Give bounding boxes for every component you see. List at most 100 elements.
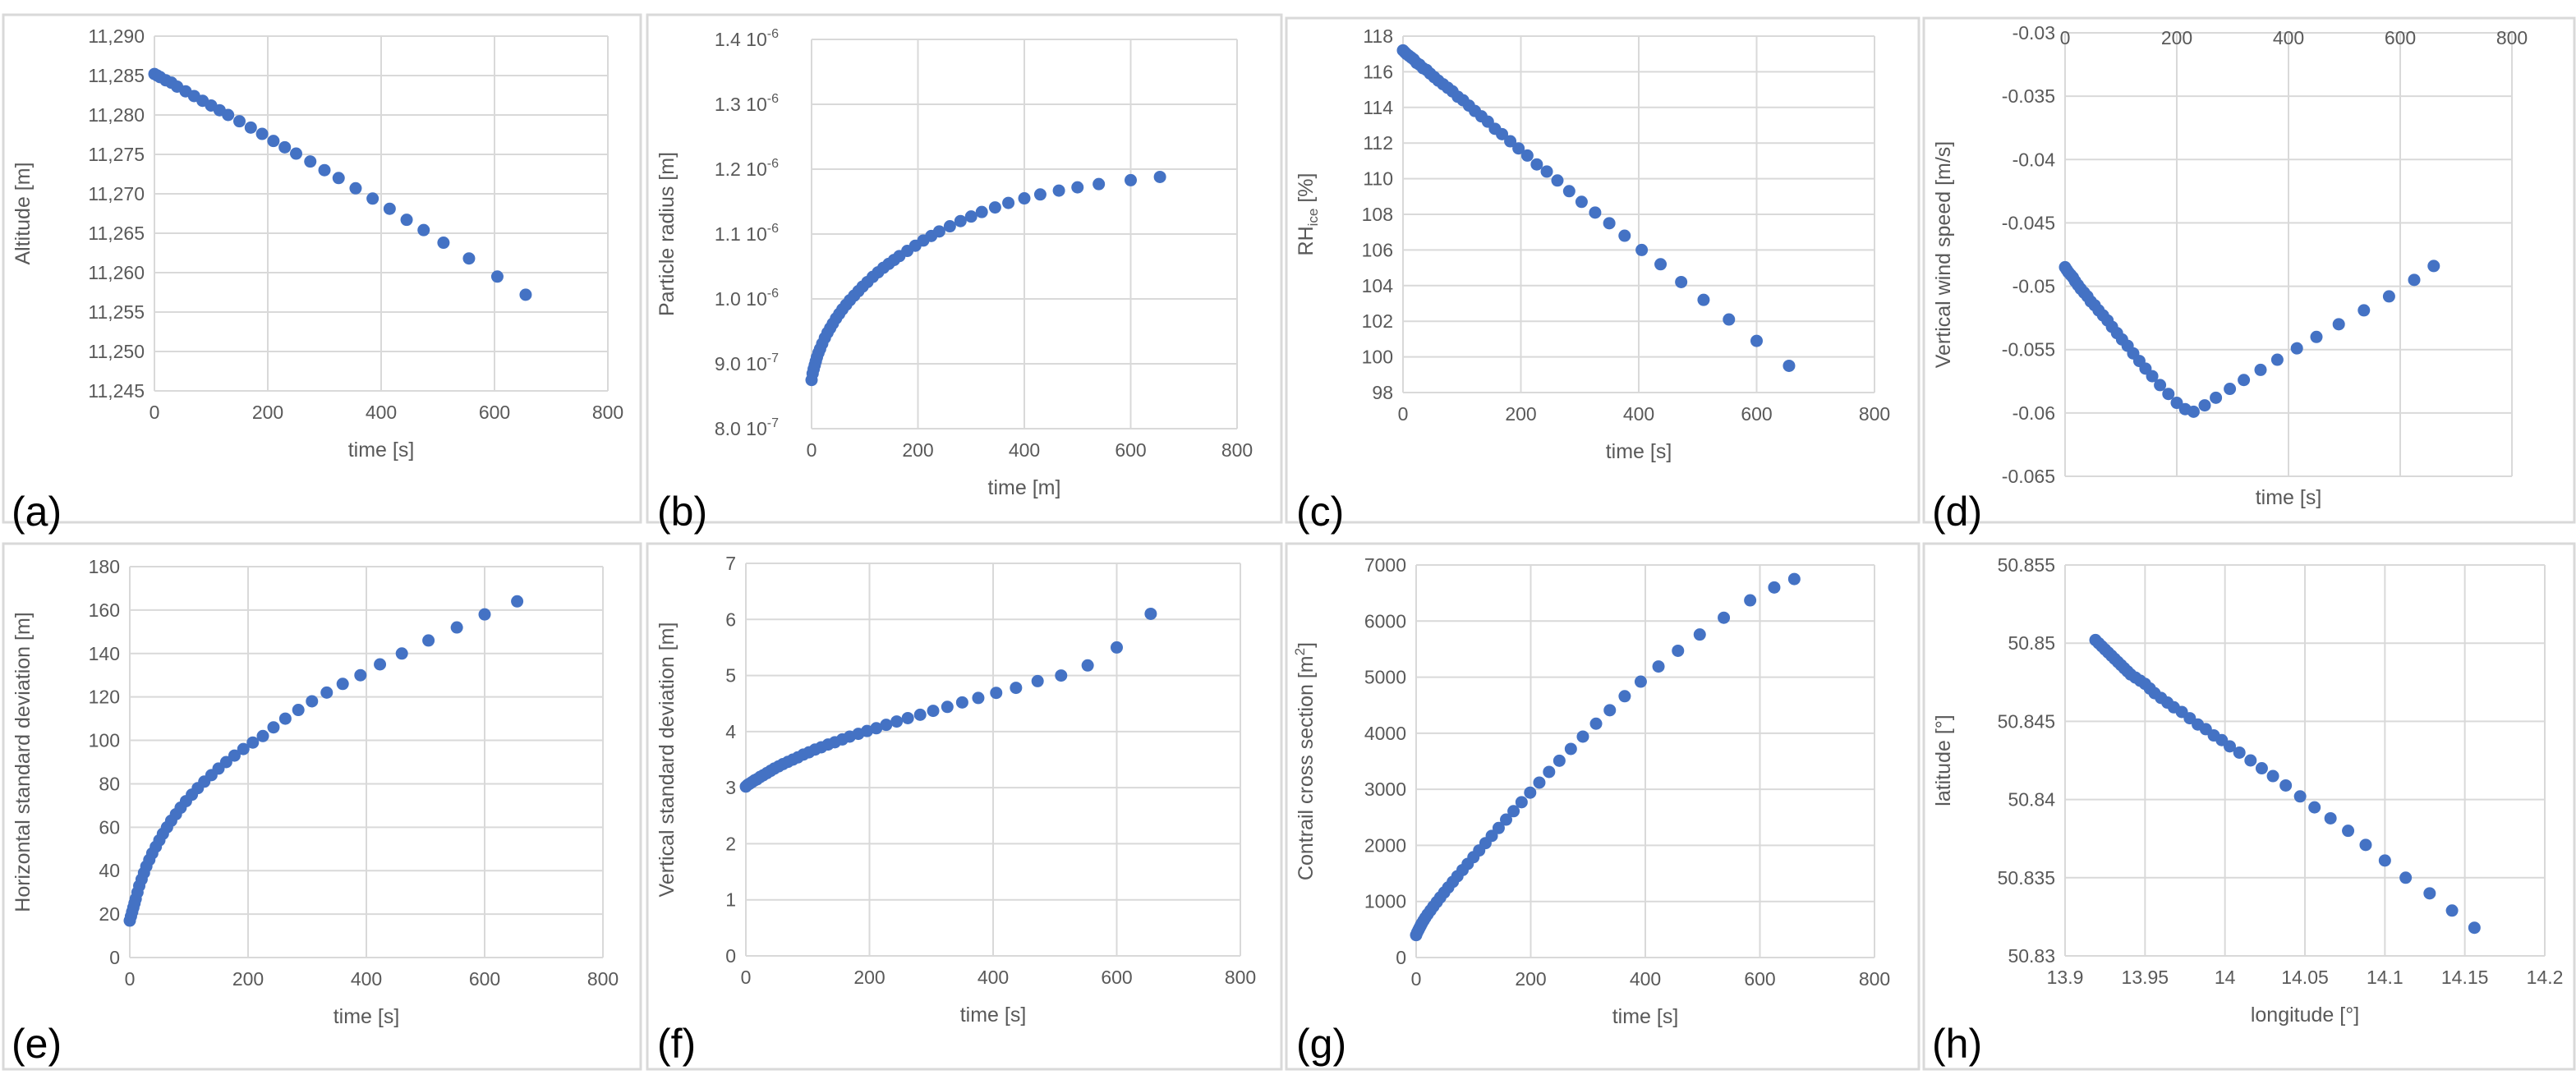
data-point	[1144, 607, 1157, 620]
data-point	[2423, 887, 2436, 900]
data-point	[2224, 740, 2237, 753]
panel-label: (c)	[1296, 489, 1344, 535]
y-axis-title: Vertical standard deviation [m]	[656, 622, 678, 898]
x-tick-label: 800	[1859, 403, 1890, 425]
y-tick-label: 0	[1396, 947, 1406, 968]
y-tick-label: 2000	[1364, 834, 1406, 856]
panel-label: (h)	[1932, 1021, 1982, 1067]
y-axis-title-subscript: ice	[1305, 209, 1321, 227]
data-point	[1492, 821, 1505, 834]
data-point	[267, 135, 280, 148]
x-tick-label: 600	[1115, 439, 1146, 461]
y-tick-label: -0.055	[2002, 339, 2055, 361]
data-point	[2198, 399, 2211, 412]
data-point	[490, 270, 504, 283]
y-tick-label: 120	[89, 687, 120, 708]
y-axis-title-unit: ]	[1295, 642, 1318, 648]
data-point	[1552, 754, 1566, 767]
panel-label: (g)	[1296, 1021, 1346, 1067]
data-point	[890, 715, 904, 728]
data-point	[2359, 838, 2372, 852]
data-point	[1635, 243, 1649, 256]
data-point	[1515, 796, 1528, 809]
data-point	[932, 225, 945, 238]
data-point	[422, 634, 435, 647]
data-point	[1512, 142, 1525, 155]
data-point	[366, 192, 380, 205]
panel-frame	[1285, 16, 1920, 524]
y-tick-label: 11,250	[88, 341, 145, 362]
data-point	[1081, 659, 1094, 672]
data-point	[1744, 594, 1757, 607]
y-tick-label: 50.83	[2008, 945, 2055, 967]
panel-frame	[1285, 542, 1920, 1071]
data-point	[2170, 397, 2183, 410]
y-tick-label: 11,265	[88, 223, 145, 244]
panel-4: -0.065 -0.06 -0.055 -0.05 -0.045 -0.04 -0.035 -…	[1922, 16, 2576, 535]
data-point	[1071, 181, 1084, 194]
x-axis-title: time [s]	[2256, 486, 2322, 509]
data-point	[2233, 746, 2246, 759]
x-axis-title: time [s]	[334, 1005, 400, 1028]
data-point	[1504, 135, 1517, 148]
x-tick-label: 800	[1221, 439, 1253, 461]
data-point	[222, 108, 235, 122]
data-point	[244, 121, 257, 134]
data-point	[870, 722, 883, 735]
data-point	[320, 686, 334, 699]
x-tick-label: 600	[2385, 27, 2416, 48]
x-tick-label: 400	[1623, 403, 1654, 425]
y-tick-label: -0.06	[2012, 402, 2055, 424]
data-point	[349, 181, 362, 195]
data-point	[2382, 290, 2395, 303]
data-point	[306, 695, 319, 708]
x-axis-title: time [s]	[960, 1004, 1027, 1027]
data-point	[1654, 258, 1668, 271]
data-point	[267, 721, 280, 734]
y-axis-title: latitude [°]	[1932, 714, 1955, 806]
data-point	[2293, 790, 2307, 803]
data-point	[2408, 273, 2421, 287]
data-point	[1111, 641, 1123, 654]
x-tick-label: 0	[1398, 403, 1409, 425]
panel-3: 98 100 102 104 106 108 110 112 114 116 118 0 200 400 6…	[1285, 16, 1920, 535]
y-axis-title: Altitude [m]	[12, 162, 34, 264]
y-tick-label: 50.84	[2008, 789, 2055, 811]
y-tick-label: -0.035	[2002, 85, 2055, 107]
data-point	[290, 147, 302, 160]
y-tick-label: 0	[725, 945, 736, 967]
data-point	[246, 736, 260, 749]
y-tick-label: 50.845	[1998, 710, 2055, 732]
x-tick-label: 13.9	[2047, 967, 2084, 988]
data-point	[2254, 363, 2267, 376]
x-tick-label: 600	[1741, 403, 1772, 425]
y-tick-label: -0.05	[2012, 276, 2055, 297]
data-point	[1697, 293, 1710, 306]
data-point	[901, 711, 914, 724]
data-point	[880, 719, 893, 732]
x-tick-label: 200	[902, 439, 933, 461]
data-point	[975, 205, 988, 218]
x-tick-label: 400	[1009, 439, 1040, 461]
panel-frame	[2, 13, 642, 524]
y-axis-title: Contrail cross section [m2]	[1292, 642, 1318, 880]
data-point	[1787, 572, 1801, 586]
y-tick-label: 114	[1363, 97, 1393, 118]
data-point	[1092, 177, 1106, 191]
y-tick-label: 98	[1372, 382, 1393, 403]
data-point	[2342, 824, 2355, 838]
data-point	[1055, 669, 1068, 682]
x-tick-label: 800	[2496, 27, 2528, 48]
data-point	[1496, 127, 1509, 140]
data-point	[972, 691, 985, 705]
data-point	[2308, 801, 2321, 814]
panel-label: (f)	[657, 1021, 696, 1067]
data-point	[1033, 188, 1046, 201]
data-point	[1031, 674, 1044, 687]
data-point	[2310, 330, 2323, 343]
x-tick-label: 0	[150, 402, 160, 423]
y-tick-label: 5	[725, 665, 736, 687]
x-tick-label: 200	[252, 402, 283, 423]
x-tick-label: 600	[1101, 967, 1132, 988]
data-point	[990, 687, 1003, 700]
